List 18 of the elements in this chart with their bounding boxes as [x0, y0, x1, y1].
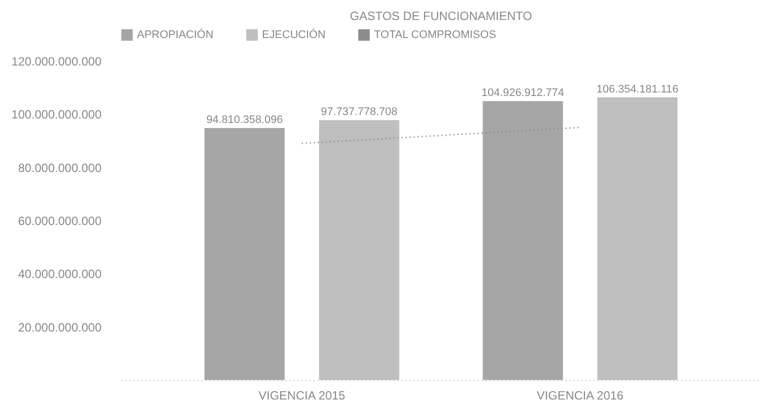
- legend-label: APROPIACIÓN: [137, 28, 214, 41]
- x-tick-label: VIGENCIA 2016: [536, 388, 624, 402]
- legend-label: EJECUCIÓN: [262, 28, 326, 41]
- x-tick-label: VIGENCIA 2015: [258, 388, 346, 402]
- bar: [482, 101, 563, 380]
- y-tick-label: 20.000.000.000: [18, 320, 102, 334]
- data-label: 106.354.181.116: [596, 83, 678, 96]
- legend-label: TOTAL COMPROMISOS: [374, 29, 496, 41]
- data-label: 94.810.358.096: [206, 114, 283, 126]
- chart-title: GASTOS DE FUNCIONAMIENTO: [350, 9, 532, 23]
- data-label: 104.926.912.774: [482, 87, 564, 100]
- y-tick-label: 100.000.000.000: [11, 108, 102, 122]
- bar: [204, 128, 285, 380]
- y-tick-label: 120.000.000.000: [11, 54, 102, 68]
- data-label: 97.737.778.708: [320, 106, 398, 118]
- y-tick-label: 80.000.000.000: [18, 160, 102, 175]
- y-tick-label: 40.000.000.000: [18, 267, 102, 282]
- y-tick-label: 60.000.000.000: [18, 214, 102, 228]
